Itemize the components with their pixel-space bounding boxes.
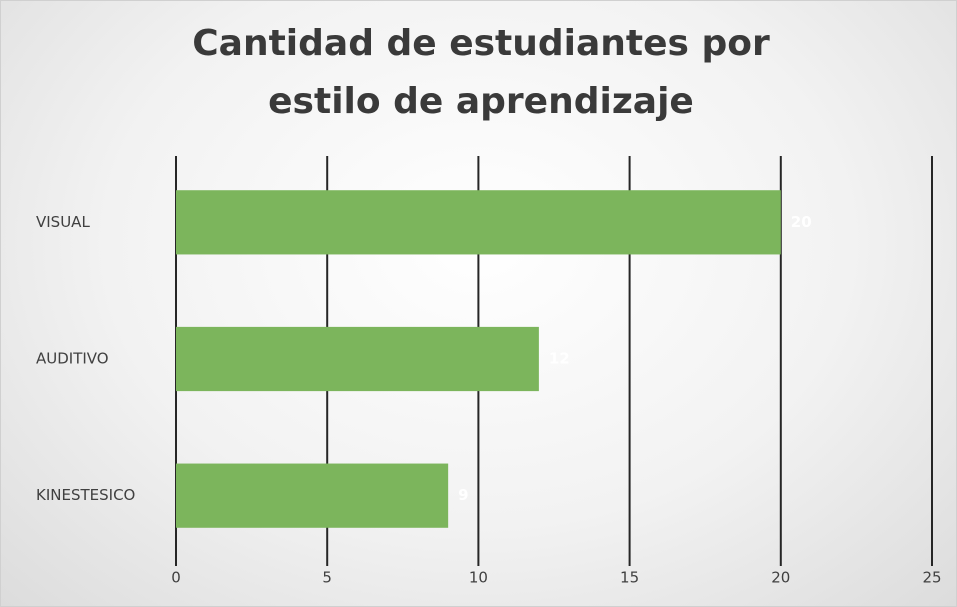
bar [176,190,781,255]
bar [176,463,449,528]
x-tick-label: 15 [620,569,639,587]
y-tick-label: KINESTESICO [36,486,135,504]
x-tick-label: 25 [922,569,941,587]
data-label: 12 [549,350,570,368]
chart-title: Cantidad de estudiantes por estilo de ap… [192,23,770,122]
y-tick-label: VISUAL [36,213,90,231]
data-label: 9 [458,486,468,504]
bar [176,326,539,392]
x-tick-label: 0 [171,569,181,587]
y-tick-label: AUDITIVO [36,350,109,368]
data-label: 20 [791,213,812,231]
x-tick-label: 20 [771,569,790,587]
x-tick-label: 10 [469,569,488,587]
x-tick-label: 5 [322,569,332,587]
